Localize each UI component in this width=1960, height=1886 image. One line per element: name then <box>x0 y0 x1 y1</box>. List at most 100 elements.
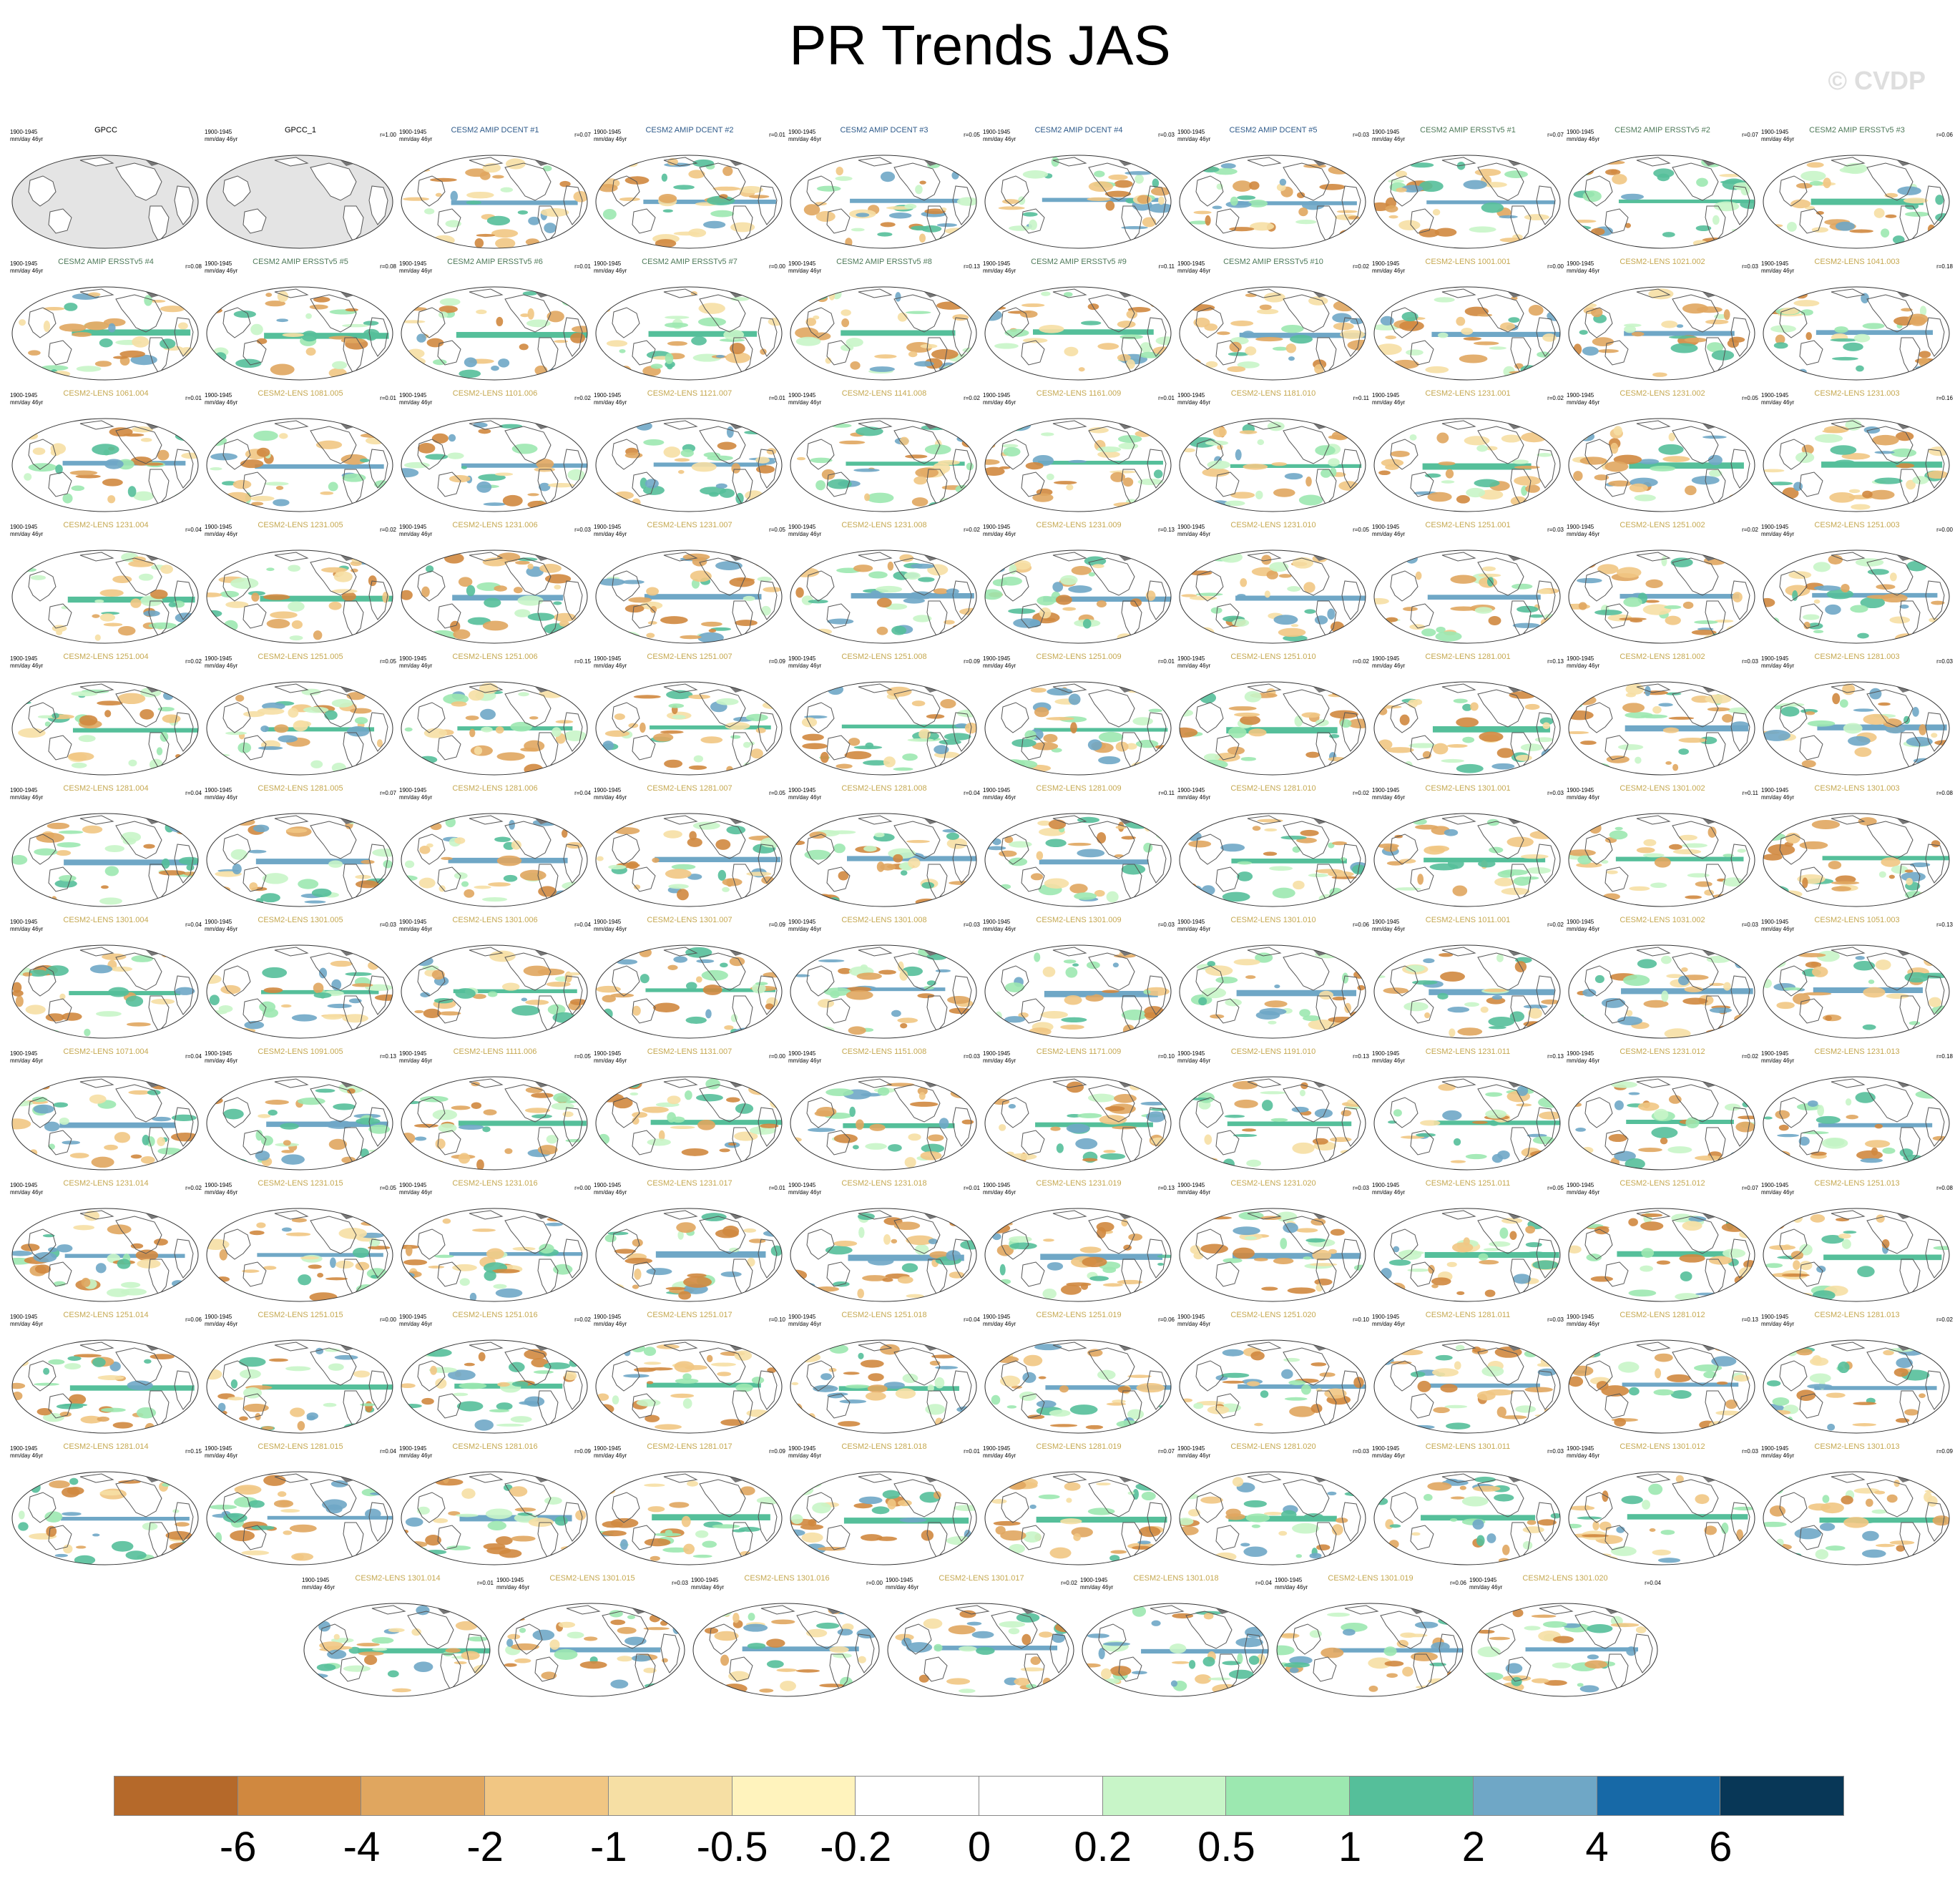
panel-title: CESM2-LENS 1231.018 <box>841 1179 927 1188</box>
coastline <box>1705 1259 1726 1296</box>
trend-blob <box>1499 1227 1509 1239</box>
panel-title: CESM2-LENS 1251.020 <box>1230 1311 1316 1319</box>
trend-blob <box>1469 226 1496 233</box>
trend-blob <box>132 426 154 433</box>
trend-blob <box>1543 427 1560 434</box>
trend-blob <box>347 1088 356 1094</box>
panel-period: 1900-1945 mm/day 46yr <box>205 919 237 933</box>
trend-blob <box>1330 1228 1345 1236</box>
trend-blob <box>1230 321 1254 326</box>
trend-blob <box>702 984 722 995</box>
trend-blob <box>1181 230 1188 236</box>
coastline <box>663 420 698 430</box>
map-background <box>790 945 976 1038</box>
trend-blob <box>712 186 740 191</box>
trend-blob <box>1066 484 1074 491</box>
panel-correlation: r=0.07 <box>1547 132 1564 138</box>
map-border <box>1763 1076 1950 1171</box>
trend-blob <box>1729 336 1745 343</box>
trend-blob <box>1829 492 1856 503</box>
map-panel: CESM2 AMIP ERSSTv5 #6 1900-1945 mm/day 46y… <box>398 258 592 388</box>
map-border <box>595 1339 783 1434</box>
trend-blob <box>1499 238 1526 243</box>
trend-blob <box>1287 1287 1316 1294</box>
trend-blob <box>1525 1251 1546 1256</box>
trend-blob <box>596 563 613 573</box>
trend-blob <box>825 357 832 364</box>
trend-blob <box>450 620 461 632</box>
trend-band <box>1424 1251 1559 1259</box>
map-border <box>595 681 783 776</box>
trend-blob <box>1393 1109 1402 1117</box>
trend-blob <box>868 1373 884 1382</box>
trend-blob <box>1799 1244 1813 1256</box>
trend-blob <box>352 1247 370 1259</box>
coastline <box>469 1210 504 1220</box>
trend-blob <box>797 687 821 696</box>
trend-blob <box>1117 435 1142 443</box>
trend-blob <box>619 197 640 202</box>
map-panel: CESM2-LENS 1231.006 1900-1945 mm/day 46yr r… <box>398 521 592 651</box>
trend-blob <box>131 955 154 962</box>
trend-blob <box>474 238 484 248</box>
panel-correlation: r=0.03 <box>1353 1185 1369 1191</box>
trend-band <box>1620 594 1740 599</box>
trend-blob <box>1419 1120 1441 1126</box>
panel-units: mm/day 46yr <box>1372 399 1406 406</box>
trend-blob <box>1636 847 1655 854</box>
map-panel: CESM2 AMIP DCENT #5 1900-1945 mm/day 46yr r… <box>1176 126 1371 256</box>
trend-blob <box>1795 182 1813 189</box>
trend-blob <box>383 859 393 869</box>
trend-band <box>1427 595 1541 600</box>
trend-blob <box>306 1415 316 1421</box>
trend-blob <box>1328 165 1351 175</box>
map-border <box>1568 813 1755 907</box>
map-border <box>11 944 199 1039</box>
panel-period: 1900-1945 mm/day 46yr <box>594 1050 627 1065</box>
trend-blob <box>599 1283 624 1293</box>
trend-blob <box>1797 952 1826 957</box>
trend-blob <box>291 1014 318 1022</box>
trend-blob <box>401 692 416 700</box>
trend-blob <box>524 1349 547 1360</box>
trend-blob <box>1436 432 1449 444</box>
trend-blob <box>1496 748 1514 758</box>
trend-blob <box>918 577 935 582</box>
trend-blob <box>956 1406 976 1413</box>
trend-blob <box>547 1217 565 1222</box>
panel-title: CESM2 AMIP DCENT #3 <box>840 126 928 135</box>
panel-correlation: r=0.09 <box>769 658 785 665</box>
trend-blob <box>1045 839 1067 848</box>
panel-years: 1900-1945 <box>594 1050 622 1057</box>
trend-blob <box>795 587 804 598</box>
trend-blob <box>1240 715 1260 725</box>
coastline <box>1636 1078 1671 1088</box>
trend-blob <box>673 956 688 963</box>
trend-blob <box>1089 1276 1109 1281</box>
coastline <box>952 317 972 357</box>
trend-blob <box>461 881 469 887</box>
coastline <box>952 844 972 884</box>
continent-fill <box>223 176 250 206</box>
panel-years: 1900-1945 <box>594 1314 622 1320</box>
map-border <box>1568 944 1755 1039</box>
trend-band <box>650 725 771 730</box>
map-border <box>1568 1208 1755 1302</box>
trend-blob <box>1445 469 1454 479</box>
panel-years: 1900-1945 <box>1761 787 1789 793</box>
trend-blob <box>1614 826 1623 831</box>
trend-blob <box>144 462 164 466</box>
trend-blob <box>207 634 225 642</box>
trend-blob <box>1013 618 1041 628</box>
coastline <box>926 600 948 637</box>
trend-blob <box>1728 707 1755 714</box>
trend-field <box>207 682 388 773</box>
map-panel: CESM2-LENS 1251.019 1900-1945 mm/day 46yr r… <box>981 1311 1176 1441</box>
trend-blob <box>1157 196 1165 205</box>
trend-blob <box>43 321 51 333</box>
trend-blob <box>1678 834 1697 841</box>
map-plot <box>401 1339 588 1434</box>
trend-blob <box>910 1101 939 1107</box>
trend-blob <box>1481 566 1496 572</box>
coastline <box>893 1347 941 1386</box>
